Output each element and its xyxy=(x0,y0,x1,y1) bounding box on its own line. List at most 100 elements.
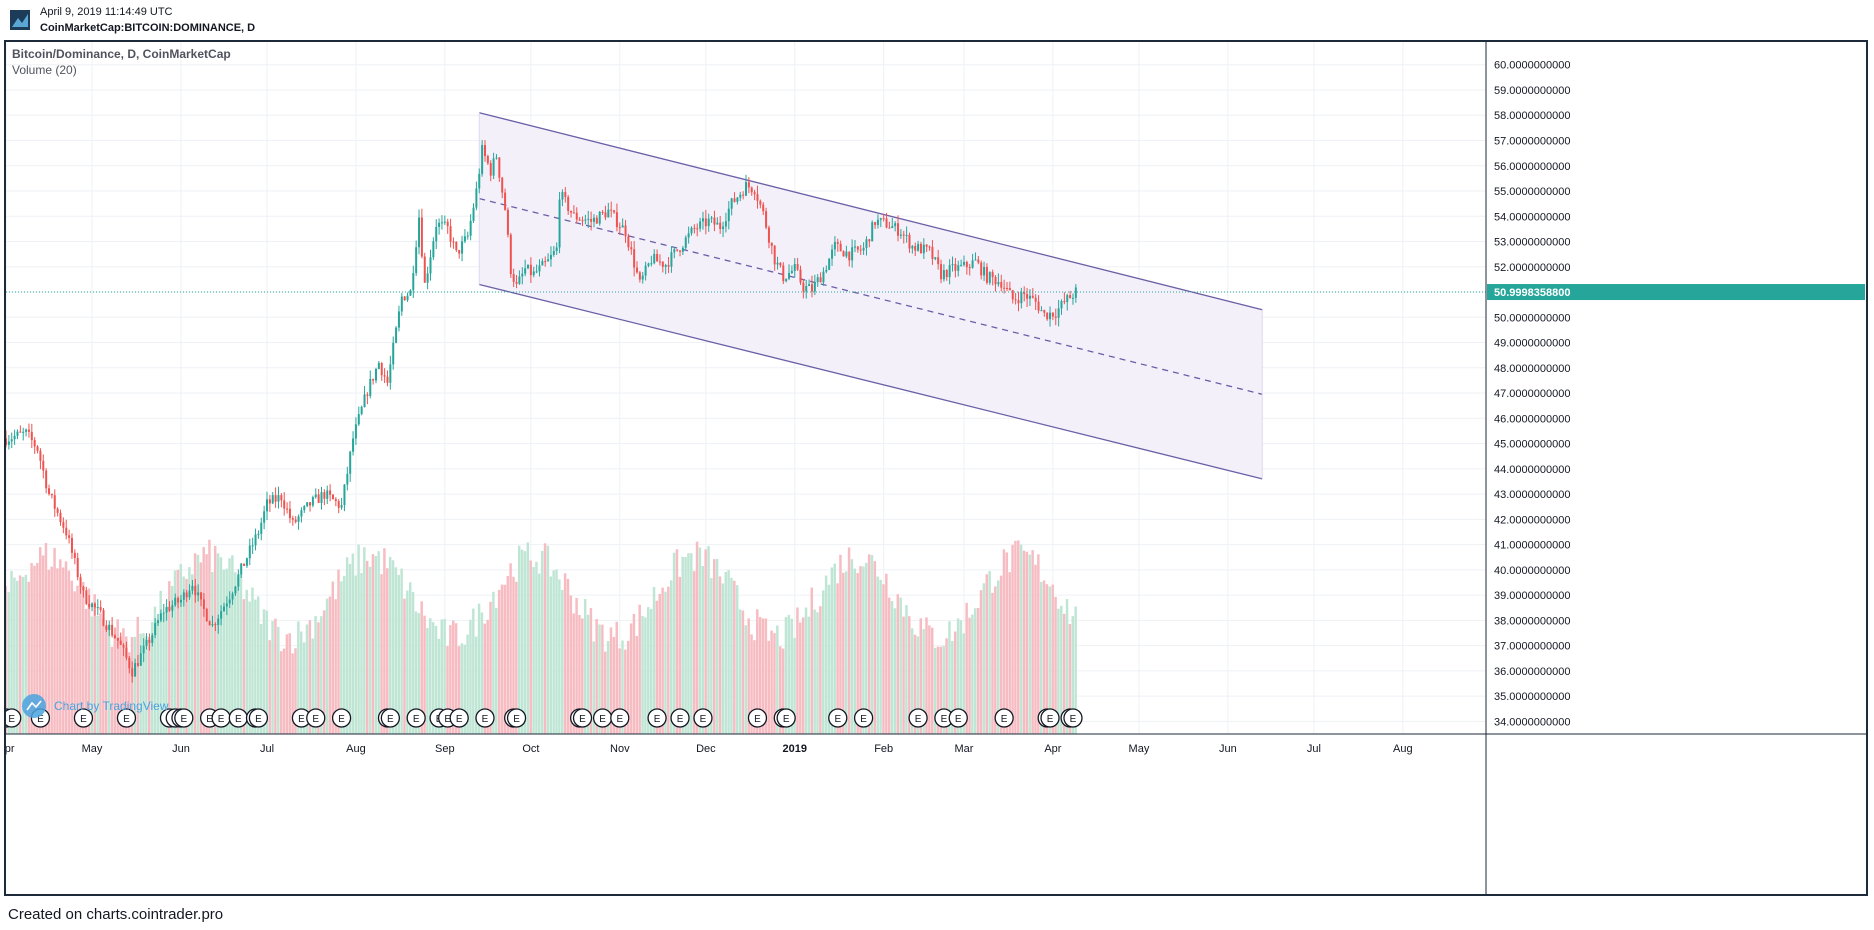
volume-bar xyxy=(844,571,848,734)
volume-bar xyxy=(704,549,707,734)
candle-body xyxy=(274,495,277,502)
volume-bar xyxy=(974,608,977,734)
volume-bar xyxy=(718,576,722,734)
volume-bar xyxy=(302,642,306,734)
earnings-event-marker[interactable]: E xyxy=(506,708,527,728)
event-label: E xyxy=(456,714,463,725)
earnings-event-marker[interactable]: E xyxy=(994,708,1014,728)
chart-area[interactable]: EEEEEEEEEEEEEEEEEEEEEEEEEEEEEEEEEEEEEEEE… xyxy=(4,40,1868,896)
channel-mid-line xyxy=(479,197,1263,395)
candle-body xyxy=(994,277,997,285)
earnings-event-marker[interactable]: E xyxy=(116,708,137,728)
earnings-event-marker[interactable]: E xyxy=(828,708,848,728)
volume-bar xyxy=(715,558,719,734)
candle-body xyxy=(853,246,856,248)
volume-bar xyxy=(830,567,834,734)
candle-body xyxy=(653,253,656,264)
volume-bar xyxy=(535,561,538,734)
earnings-event-marker[interactable]: E xyxy=(306,708,326,728)
candle-body xyxy=(917,243,920,251)
candle-body xyxy=(125,647,128,658)
candle-body xyxy=(165,606,168,613)
earnings-event-marker[interactable]: E xyxy=(592,708,613,728)
candle-body xyxy=(1034,297,1037,302)
volume-bar xyxy=(555,569,558,734)
volume-bar xyxy=(999,575,1003,734)
volume-bar xyxy=(839,554,842,734)
volume-bar xyxy=(334,599,337,734)
candle-body xyxy=(397,311,400,328)
candle-body xyxy=(498,157,501,178)
y-tick-label: 50.0000000000 xyxy=(1494,312,1570,324)
volume-bar xyxy=(538,573,541,734)
candle-body xyxy=(200,592,203,600)
earnings-event-marker[interactable]: E xyxy=(406,708,426,728)
earnings-event-marker[interactable]: E xyxy=(174,708,194,728)
earnings-event-marker[interactable]: E xyxy=(248,708,269,728)
candle-body xyxy=(291,518,294,520)
earnings-event-marker[interactable]: E xyxy=(693,708,713,728)
candle-body xyxy=(888,227,891,229)
event-circle xyxy=(380,708,400,728)
volume-bar xyxy=(913,634,917,734)
candle-body xyxy=(1003,287,1006,289)
volume-bar xyxy=(340,581,343,734)
volume-bar xyxy=(185,578,188,734)
volume-bar xyxy=(887,597,891,734)
candle-body xyxy=(658,261,661,263)
volume-bar xyxy=(738,609,742,734)
volume-bar xyxy=(53,547,56,734)
earnings-event-marker[interactable]: E xyxy=(776,708,796,728)
chart-canvas[interactable]: EEEEEEEEEEEEEEEEEEEEEEEEEEEEEEEEEEEEEEEE… xyxy=(6,42,1866,894)
event-label: E xyxy=(915,714,922,725)
volume-bar xyxy=(130,637,134,734)
earnings-event-marker[interactable]: E xyxy=(211,708,231,728)
candle-body xyxy=(372,378,375,381)
x-tick-label: Oct xyxy=(522,743,539,755)
candle-body xyxy=(418,217,421,248)
candle-body xyxy=(862,247,865,251)
earnings-event-marker[interactable]: E xyxy=(948,708,968,728)
earnings-event-marker[interactable]: E xyxy=(1063,708,1083,728)
candle-body xyxy=(547,259,550,262)
candle-body xyxy=(572,212,575,214)
volume-bar xyxy=(236,576,240,734)
earnings-event-marker[interactable]: E xyxy=(228,708,248,728)
earnings-event-marker[interactable]: E xyxy=(449,708,469,728)
candle-body xyxy=(380,362,383,376)
earnings-event-marker[interactable]: E xyxy=(475,708,495,728)
earnings-event-marker[interactable]: E xyxy=(853,708,874,728)
volume-bar xyxy=(727,570,730,734)
volume-bar xyxy=(979,590,983,734)
volume-bar xyxy=(446,646,449,734)
volume-bar xyxy=(962,633,966,734)
candle-body xyxy=(68,535,71,538)
candle-body xyxy=(796,264,799,270)
earnings-event-marker[interactable]: E xyxy=(747,708,768,728)
earnings-event-marker[interactable]: E xyxy=(610,708,630,728)
candle-body xyxy=(684,237,687,248)
earnings-event-marker[interactable]: E xyxy=(572,708,593,728)
earnings-event-marker[interactable]: E xyxy=(1040,708,1060,728)
volume-bar xyxy=(529,560,532,734)
candle-body xyxy=(739,194,742,198)
earnings-event-marker[interactable]: E xyxy=(647,708,667,728)
volume-bar xyxy=(82,581,85,734)
earnings-event-marker[interactable]: E xyxy=(908,708,928,728)
candle-body xyxy=(733,198,736,202)
earnings-event-marker[interactable]: E xyxy=(670,708,690,728)
volume-bar xyxy=(916,636,920,734)
volume-bar xyxy=(363,547,366,734)
earnings-event-marker[interactable]: E xyxy=(331,708,352,728)
candle-body xyxy=(785,278,788,282)
earnings-event-marker[interactable]: E xyxy=(6,708,22,728)
earnings-event-marker[interactable]: E xyxy=(380,708,400,728)
volume-bar xyxy=(383,548,386,734)
volume-bar xyxy=(549,576,552,734)
candle-body xyxy=(16,431,19,436)
volume-bar xyxy=(985,574,988,734)
volume-bar xyxy=(495,607,498,734)
earnings-event-marker[interactable]: E xyxy=(73,708,94,728)
volume-bar xyxy=(572,613,575,734)
volume-bar xyxy=(193,553,197,734)
